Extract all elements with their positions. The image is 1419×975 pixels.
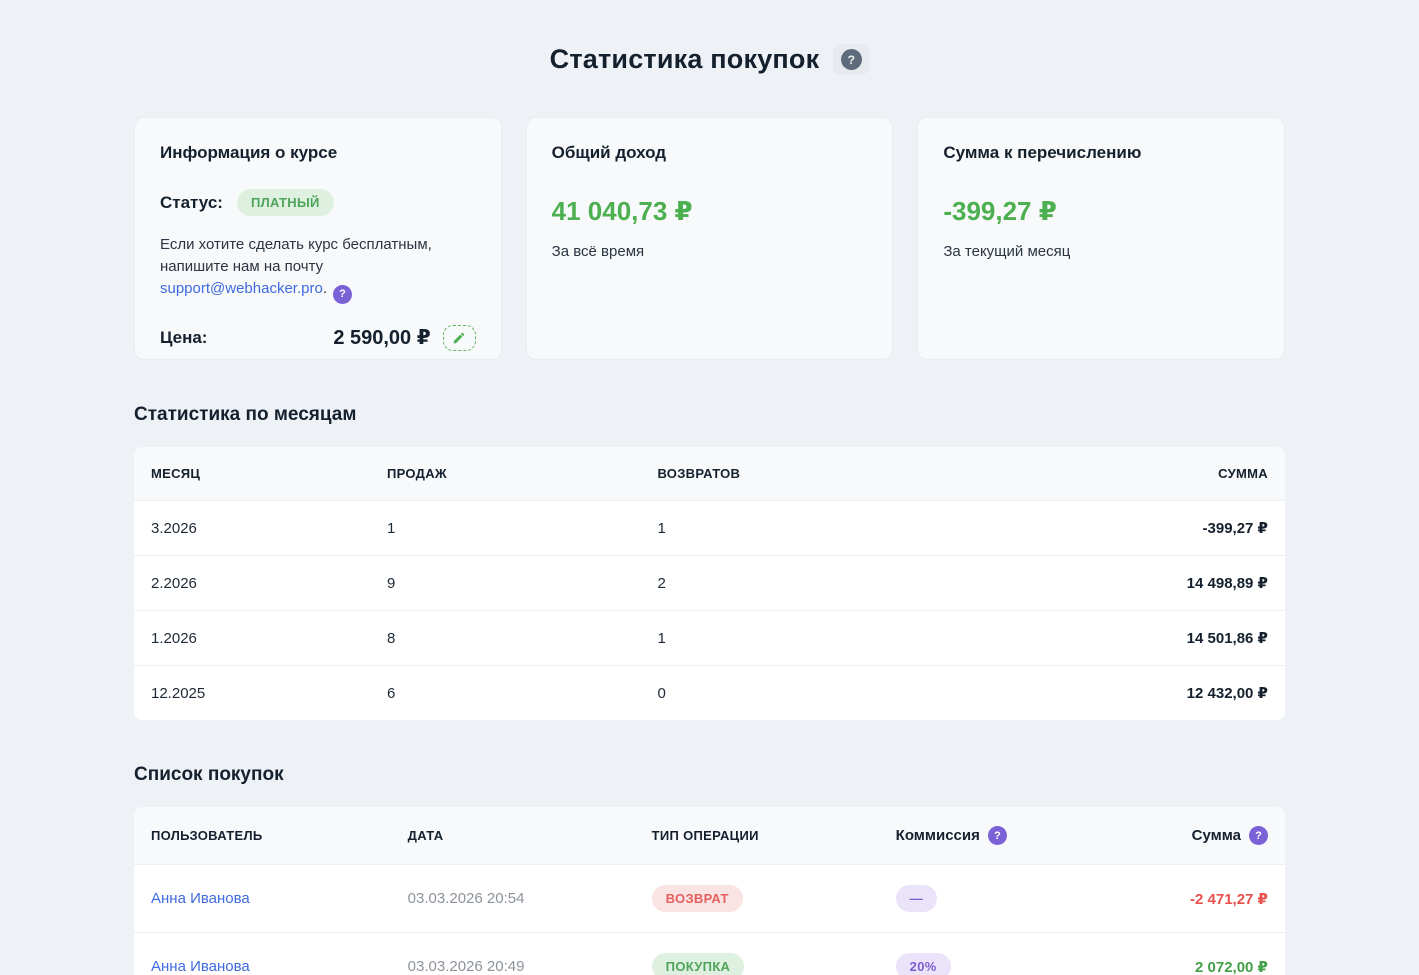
- status-badge: ПЛАТНЫЙ: [237, 189, 334, 216]
- column-header-sum: СУММА: [1066, 447, 1285, 501]
- sum-cell: -399,27 ₽: [1066, 501, 1285, 556]
- table-row: 3.2026 1 1 -399,27 ₽: [134, 501, 1285, 556]
- price-row: Цена: 2 590,00 ₽: [160, 325, 476, 351]
- table-header-row: МЕСЯЦ ПРОДАЖ ВОЗВРАТОВ СУММА: [134, 447, 1285, 501]
- transfer-sum-card: Сумма к перечислению -399,27 ₽ За текущи…: [917, 117, 1285, 360]
- commission-help-icon[interactable]: ?: [988, 826, 1007, 845]
- price-group: 2 590,00 ₽: [333, 325, 475, 351]
- sum-cell: -2 471,27 ₽: [1074, 865, 1285, 933]
- page-header: Статистика покупок ?: [134, 44, 1285, 75]
- commission-badge: 20%: [896, 953, 951, 975]
- table-row: Анна Иванова 03.03.2026 20:49 ПОКУПКА 20…: [134, 933, 1285, 975]
- table-header-row: ПОЛЬЗОВАТЕЛЬ ДАТА ТИП ОПЕРАЦИИ Коммиссия…: [134, 807, 1285, 865]
- column-header-commission: Коммиссия ?: [879, 807, 1075, 865]
- column-header-sales: ПРОДАЖ: [370, 447, 640, 501]
- commission-header-label: Коммиссия: [896, 827, 980, 844]
- sum-help-icon[interactable]: ?: [1249, 826, 1268, 845]
- status-row: Статус: ПЛАТНЫЙ: [160, 189, 476, 216]
- transfer-sum-amount: -399,27 ₽: [943, 196, 1259, 227]
- sum-cell: 2 072,00 ₽: [1074, 933, 1285, 975]
- sum-cell: 14 498,89 ₽: [1066, 556, 1285, 611]
- month-cell: 2.2026: [134, 556, 370, 611]
- total-income-amount: 41 040,73 ₽: [552, 196, 868, 227]
- total-income-card: Общий доход 41 040,73 ₽ За всё время: [526, 117, 894, 360]
- operation-badge-purchase: ПОКУПКА: [652, 953, 745, 975]
- user-cell: Анна Иванова: [134, 933, 391, 975]
- note-text: Если хотите сделать курс бесплатным, нап…: [160, 236, 432, 275]
- sales-cell: 8: [370, 611, 640, 666]
- course-info-card: Информация о курсе Статус: ПЛАТНЫЙ Если …: [134, 117, 502, 360]
- user-cell: Анна Иванова: [134, 865, 391, 933]
- column-header-month: МЕСЯЦ: [134, 447, 370, 501]
- table-row: 12.2025 6 0 12 432,00 ₽: [134, 666, 1285, 721]
- note-suffix: .: [323, 280, 327, 297]
- table-row: Анна Иванова 03.03.2026 20:54 ВОЗВРАТ — …: [134, 865, 1285, 933]
- month-cell: 3.2026: [134, 501, 370, 556]
- purchases-table: ПОЛЬЗОВАТЕЛЬ ДАТА ТИП ОПЕРАЦИИ Коммиссия…: [134, 807, 1285, 975]
- page-title: Статистика покупок: [550, 44, 820, 75]
- support-email-link[interactable]: support@webhacker.pro: [160, 280, 323, 297]
- sum-header-label: Сумма: [1192, 827, 1241, 844]
- monthly-stats-heading: Статистика по месяцам: [134, 404, 1285, 426]
- note-help-icon[interactable]: ?: [333, 285, 352, 304]
- month-cell: 12.2025: [134, 666, 370, 721]
- card-title: Сумма к перечислению: [943, 143, 1259, 163]
- sales-cell: 6: [370, 666, 640, 721]
- card-title: Общий доход: [552, 143, 868, 163]
- card-title: Информация о курсе: [160, 143, 476, 163]
- status-label: Статус:: [160, 193, 223, 213]
- refunds-cell: 0: [640, 666, 1066, 721]
- question-icon: ?: [841, 49, 862, 70]
- sum-cell: 14 501,86 ₽: [1066, 611, 1285, 666]
- page-container: Статистика покупок ? Информация о курсе …: [134, 0, 1285, 975]
- column-header-refunds: ВОЗВРАТОВ: [640, 447, 1066, 501]
- purchases-heading: Список покупок: [134, 764, 1285, 786]
- operation-badge-refund: ВОЗВРАТ: [652, 885, 743, 912]
- user-link[interactable]: Анна Иванова: [151, 890, 250, 907]
- sum-cell: 12 432,00 ₽: [1066, 666, 1285, 721]
- refunds-cell: 1: [640, 611, 1066, 666]
- column-header-sum: Сумма ?: [1074, 807, 1285, 865]
- table-row: 1.2026 8 1 14 501,86 ₽: [134, 611, 1285, 666]
- course-note: Если хотите сделать курс бесплатным, нап…: [160, 234, 460, 304]
- total-income-period: За всё время: [552, 243, 868, 260]
- operation-cell: ВОЗВРАТ: [635, 865, 879, 933]
- month-cell: 1.2026: [134, 611, 370, 666]
- monthly-stats-table: МЕСЯЦ ПРОДАЖ ВОЗВРАТОВ СУММА 3.2026 1 1 …: [134, 447, 1285, 720]
- pencil-icon: [452, 331, 466, 345]
- date-cell: 03.03.2026 20:54: [391, 865, 635, 933]
- column-header-date: ДАТА: [391, 807, 635, 865]
- commission-badge: —: [896, 885, 937, 912]
- sales-cell: 1: [370, 501, 640, 556]
- price-label: Цена:: [160, 328, 207, 348]
- user-link[interactable]: Анна Иванова: [151, 958, 250, 975]
- summary-cards: Информация о курсе Статус: ПЛАТНЫЙ Если …: [134, 117, 1285, 360]
- table-row: 2.2026 9 2 14 498,89 ₽: [134, 556, 1285, 611]
- transfer-sum-period: За текущий месяц: [943, 243, 1259, 260]
- column-header-user: ПОЛЬЗОВАТЕЛЬ: [134, 807, 391, 865]
- commission-cell: —: [879, 865, 1075, 933]
- sales-cell: 9: [370, 556, 640, 611]
- operation-cell: ПОКУПКА: [635, 933, 879, 975]
- column-header-operation: ТИП ОПЕРАЦИИ: [635, 807, 879, 865]
- refunds-cell: 2: [640, 556, 1066, 611]
- date-cell: 03.03.2026 20:49: [391, 933, 635, 975]
- page-title-help-button[interactable]: ?: [833, 44, 869, 75]
- edit-price-button[interactable]: [443, 325, 476, 351]
- refunds-cell: 1: [640, 501, 1066, 556]
- commission-cell: 20%: [879, 933, 1075, 975]
- price-value: 2 590,00 ₽: [333, 325, 430, 350]
